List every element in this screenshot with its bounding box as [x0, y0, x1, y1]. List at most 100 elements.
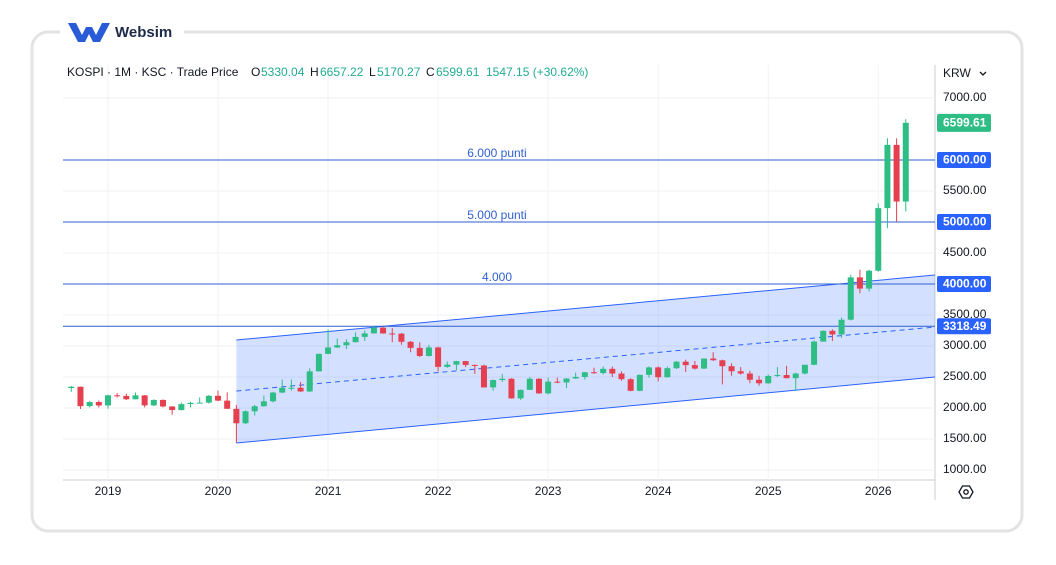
candle-body — [86, 401, 93, 407]
candle-body — [774, 375, 781, 377]
candle-body — [710, 358, 717, 361]
candle-body — [416, 347, 423, 356]
candle-body — [123, 395, 130, 400]
candle-body — [242, 411, 249, 424]
candle-body — [600, 368, 607, 374]
candle-body — [169, 406, 176, 411]
price-badge — [937, 213, 991, 230]
candle-body — [691, 365, 698, 369]
currency[interactable]: KRW — [943, 66, 971, 80]
chart-title: KOSPI · 1M · KSC · Trade Price — [67, 65, 239, 79]
candle-body — [187, 402, 194, 405]
frame — [30, 30, 1024, 533]
x-tick-label: 2021 — [315, 484, 342, 498]
y-tick-label: 1000.00 — [943, 462, 987, 476]
candle-body — [664, 368, 671, 378]
candle-body — [325, 347, 332, 354]
candle-body — [306, 371, 313, 392]
candle-body — [462, 361, 469, 365]
logo-mark — [68, 23, 110, 42]
candle-body — [288, 387, 295, 389]
candle-body — [141, 395, 148, 406]
brand: Websim — [115, 24, 172, 41]
grid — [63, 65, 935, 480]
x-tick-label: 2020 — [205, 484, 232, 498]
price-badges: 6000.00 5000.00 4000.00 3318.49 6599.61 — [937, 113, 991, 335]
candle-body — [581, 372, 588, 377]
y-tick-label: 1500.00 — [943, 431, 987, 445]
settings-icon[interactable] — [958, 485, 974, 499]
candle-body — [95, 401, 102, 406]
candle-body — [884, 144, 891, 209]
candle-body — [361, 333, 368, 337]
horizontal-line-label: 4.000 — [482, 270, 512, 284]
candle-body — [499, 378, 506, 381]
horizontal-line-label: 5.000 punti — [467, 208, 526, 222]
candle-body — [682, 361, 689, 366]
x-tick-label: 2024 — [645, 484, 672, 498]
settings-hex[interactable] — [958, 485, 974, 499]
candle-body — [160, 399, 166, 407]
candle-body — [389, 333, 396, 335]
price-badge — [937, 276, 991, 293]
candle-body — [636, 374, 643, 391]
candle-body — [746, 373, 753, 380]
last-price-label: 6599.61 — [943, 115, 987, 129]
candle-body — [728, 366, 735, 372]
price-badge-label: 4000.00 — [943, 277, 987, 291]
legend-high: 6657.22 — [320, 65, 364, 79]
candle-body — [902, 122, 909, 202]
candle-body — [343, 342, 350, 346]
candle-body — [215, 395, 222, 401]
candle-body — [270, 392, 277, 402]
candle-body — [875, 208, 882, 271]
candle-body — [737, 371, 744, 374]
price-badge — [937, 318, 991, 335]
candle-body — [178, 404, 185, 411]
price-badge-label: 6000.00 — [943, 153, 987, 167]
candle-body — [104, 395, 111, 406]
last-price-badge — [937, 113, 991, 132]
candle-body — [563, 378, 570, 383]
candle-body — [838, 319, 845, 335]
candle-body — [480, 365, 487, 388]
candle-body — [150, 399, 157, 406]
candle-body — [655, 367, 662, 378]
legend-close: 6599.61 — [436, 65, 480, 79]
legend-close-label: C — [426, 65, 435, 79]
y-tick-label: 7000.00 — [943, 90, 987, 104]
candle-body — [453, 361, 460, 365]
legend-low-label: L — [369, 65, 376, 79]
candle-body — [352, 336, 359, 343]
candle-body — [260, 401, 267, 407]
x-tick-label: 2022 — [425, 484, 452, 498]
x-tick-label: 2023 — [535, 484, 562, 498]
horizontal-line-label: 6.000 punti — [467, 146, 526, 160]
candle-body — [68, 386, 75, 389]
candle-body — [820, 330, 827, 342]
legend-change: 1547.15 (+30.62%) — [486, 65, 588, 79]
currency-chevron[interactable] — [979, 71, 987, 76]
candle-body — [490, 380, 497, 388]
y-tick-label: 3000.00 — [943, 338, 987, 352]
candle-body — [866, 270, 873, 289]
plot: 6.000 punti 5.000 punti 4.000 — [63, 119, 936, 444]
candle-body — [471, 364, 478, 366]
channel-upper — [236, 274, 936, 341]
candle-body — [224, 400, 231, 409]
candle-body — [545, 381, 552, 394]
candle-body — [783, 375, 790, 379]
legend-low: 5170.27 — [377, 65, 421, 79]
candle-body — [535, 378, 542, 394]
candle-body — [719, 360, 726, 367]
candle-body — [407, 341, 414, 348]
legend-open: 5330.04 — [261, 65, 305, 79]
candle-body — [380, 327, 387, 334]
x-tick-label: 2019 — [95, 484, 122, 498]
price-badge-label: 3318.49 — [943, 319, 987, 333]
candle-body — [77, 386, 84, 407]
candle-body — [765, 375, 772, 384]
candle-body — [801, 364, 808, 374]
settings-dot[interactable] — [963, 489, 969, 495]
